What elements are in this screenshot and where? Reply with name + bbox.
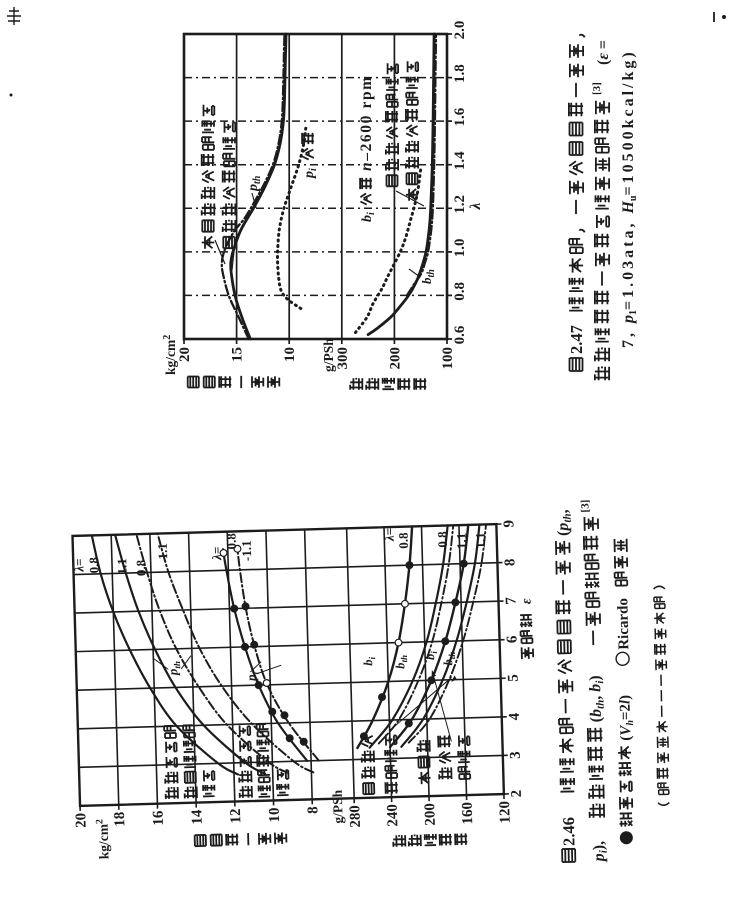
svg-text:200: 200	[387, 347, 403, 370]
svg-text:λ=: λ=	[381, 528, 396, 543]
svg-text:100: 100	[440, 347, 456, 370]
svg-text:2.46: 2.46	[559, 817, 579, 846]
svg-text:λ=: λ=	[71, 558, 86, 573]
svg-text:pi: pi	[302, 168, 319, 179]
svg-text:10: 10	[267, 807, 283, 822]
svg-text:1.0: 1.0	[452, 239, 468, 258]
svg-text:12: 12	[228, 808, 244, 823]
svg-text:1.8: 1.8	[452, 64, 468, 83]
svg-text:2.47: 2.47	[567, 325, 586, 354]
svg-text:bth: bth	[441, 652, 457, 666]
svg-text:20: 20	[73, 813, 89, 828]
svg-text:1.1: 1.1	[155, 543, 170, 560]
svg-text:λ: λ	[468, 202, 484, 210]
svg-text:bi: bi	[361, 656, 377, 666]
svg-text:bi: bi	[423, 651, 439, 661]
svg-text:pth: pth	[165, 661, 182, 676]
svg-text:15: 15	[230, 347, 246, 362]
svg-text:1.1: 1.1	[454, 533, 469, 550]
svg-text:1.1: 1.1	[114, 558, 129, 575]
svg-text:0.8: 0.8	[435, 531, 450, 548]
svg-text:5: 5	[506, 674, 522, 682]
svg-text:0.8: 0.8	[452, 282, 468, 301]
svg-text:pi),: pi),	[590, 841, 609, 864]
svg-text:8: 8	[502, 558, 518, 566]
svg-text:280: 280	[347, 805, 364, 828]
svg-text:bth: bth	[393, 655, 409, 669]
svg-text:pi: pi	[243, 671, 260, 682]
svg-text:bi: bi	[360, 212, 377, 222]
svg-text:pth: pth	[246, 175, 263, 192]
svg-text:1.4: 1.4	[452, 151, 468, 170]
svg-text:120: 120	[497, 801, 514, 824]
svg-text:160: 160	[460, 802, 477, 825]
svg-text:(bth, bi): (bth, bi)	[587, 675, 607, 722]
svg-text:1.1: 1.1	[473, 532, 488, 549]
svg-text:7: 7	[503, 596, 519, 604]
svg-text:Ricardo: Ricardo	[615, 598, 632, 650]
svg-text:2: 2	[509, 790, 525, 798]
svg-text:bth: bth	[419, 269, 437, 284]
svg-text:0.6: 0.6	[452, 325, 468, 344]
svg-text:kg/cm2: kg/cm2	[94, 819, 111, 860]
svg-text:300: 300	[335, 347, 351, 370]
svg-text:(Vh=2l): (Vh=2l)	[617, 695, 636, 741]
svg-text:7, p1=1.03ata, Hu=10500kcal/kg: 7, p1=1.03ata, Hu=10500kcal/kg)	[620, 49, 639, 348]
svg-text:[3]: [3]	[591, 82, 603, 95]
svg-text:1.2: 1.2	[452, 195, 468, 214]
svg-text:g/PSh: g/PSh	[321, 338, 336, 372]
svg-text:kg/cm2: kg/cm2	[162, 335, 178, 375]
svg-text:14: 14	[189, 809, 205, 825]
svg-text:200: 200	[422, 803, 439, 826]
svg-text:0.8: 0.8	[86, 556, 101, 573]
svg-text:2.0: 2.0	[452, 21, 468, 40]
svg-text:[3]: [3]	[579, 500, 591, 513]
svg-text:0.8: 0.8	[396, 532, 411, 549]
svg-text:9: 9	[501, 520, 517, 528]
svg-text:n–2600 rpm: n–2600 rpm	[358, 75, 375, 171]
svg-text:λ=: λ=	[209, 547, 224, 562]
svg-text:6: 6	[504, 635, 520, 643]
svg-text:1.6: 1.6	[452, 107, 468, 126]
svg-text:4: 4	[507, 712, 523, 720]
svg-text:0.8: 0.8	[223, 533, 238, 550]
svg-text:240: 240	[385, 804, 402, 827]
svg-text:ε: ε	[519, 598, 534, 604]
svg-text:10: 10	[282, 347, 298, 362]
svg-text:0.8: 0.8	[133, 559, 148, 576]
svg-text:(ε =: (ε =	[595, 40, 612, 65]
svg-text:20: 20	[177, 347, 193, 362]
svg-text:16: 16	[151, 810, 167, 826]
svg-text:18: 18	[112, 812, 128, 827]
svg-text:g/PSh: g/PSh	[330, 789, 346, 824]
svg-text:8: 8	[305, 806, 321, 814]
svg-text:-1.1: -1.1	[239, 540, 255, 561]
svg-text:3: 3	[508, 751, 524, 759]
